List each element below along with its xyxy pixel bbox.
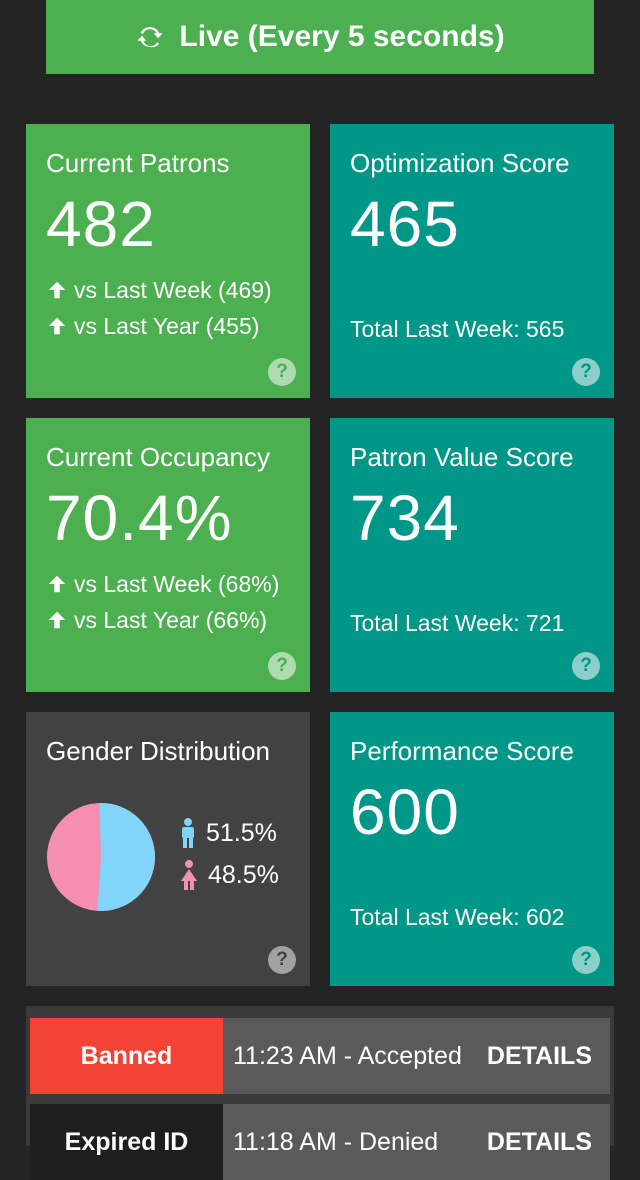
card-value: 482 — [46, 188, 156, 260]
gender-distribution-card: Gender Distribution 51.5% 48.5% ? — [26, 712, 310, 986]
log-row: Banned 11:23 AM - Accepted DETAILS — [30, 1018, 610, 1094]
live-button-label: Live (Every 5 seconds) — [179, 20, 505, 53]
card-value: 734 — [350, 482, 460, 554]
total-last-week: Total Last Week: 721 — [350, 610, 565, 636]
card-title: Performance Score — [350, 736, 574, 766]
card-title: Current Occupancy — [46, 442, 270, 472]
help-icon[interactable]: ? — [268, 652, 296, 680]
refresh-icon — [137, 26, 163, 48]
female-percentage: 48.5% — [208, 860, 279, 889]
entry-log-panel: Banned 11:23 AM - Accepted DETAILS Expir… — [26, 1006, 614, 1180]
card-value: 600 — [350, 776, 460, 848]
help-icon[interactable]: ? — [572, 652, 600, 680]
female-icon — [181, 860, 197, 890]
arrow-up-icon — [48, 317, 66, 335]
arrow-up-icon — [48, 575, 66, 593]
status-badge: Expired ID — [30, 1104, 223, 1180]
performance-score-card: Performance Score 600 Total Last Week: 6… — [330, 712, 614, 986]
patron-value-score-card: Patron Value Score 734 Total Last Week: … — [330, 418, 614, 692]
details-button[interactable]: DETAILS — [486, 1041, 592, 1070]
total-last-week: Total Last Week: 565 — [350, 316, 565, 342]
current-occupancy-card: Current Occupancy 70.4% vs Last Week (68… — [26, 418, 310, 692]
compare-text: vs Last Year (66%) — [74, 607, 268, 633]
compare-last-year: vs Last Year (455) — [46, 308, 290, 344]
help-icon[interactable]: ? — [572, 358, 600, 386]
help-icon[interactable]: ? — [268, 358, 296, 386]
current-patrons-card: Current Patrons 482 vs Last Week (469) v… — [26, 124, 310, 398]
compare-text: vs Last Year (455) — [74, 313, 260, 339]
compare-last-week: vs Last Week (469) — [46, 272, 290, 308]
help-icon[interactable]: ? — [572, 946, 600, 974]
log-entry-text: 11:18 AM - Denied — [233, 1127, 439, 1156]
card-value: 465 — [350, 188, 460, 260]
legend-male: 51.5% — [178, 812, 279, 854]
legend-female: 48.5% — [178, 854, 279, 896]
arrow-up-icon — [48, 281, 66, 299]
log-entry-text: 11:23 AM - Accepted — [233, 1041, 462, 1070]
total-last-week: Total Last Week: 602 — [350, 904, 565, 930]
male-icon — [182, 818, 194, 848]
live-refresh-button[interactable]: Live (Every 5 seconds) — [46, 0, 594, 74]
compare-last-week: vs Last Week (68%) — [46, 566, 290, 602]
compare-text: vs Last Week (469) — [74, 277, 272, 303]
help-icon[interactable]: ? — [268, 946, 296, 974]
card-title: Patron Value Score — [350, 442, 574, 472]
optimization-score-card: Optimization Score 465 Total Last Week: … — [330, 124, 614, 398]
compare-text: vs Last Week (68%) — [74, 571, 280, 597]
card-value: 70.4% — [46, 482, 233, 554]
gender-legend: 51.5% 48.5% — [178, 812, 279, 896]
card-title: Gender Distribution — [46, 736, 270, 766]
details-button[interactable]: DETAILS — [486, 1127, 592, 1156]
log-row: Expired ID 11:18 AM - Denied DETAILS — [30, 1104, 610, 1180]
male-percentage: 51.5% — [206, 818, 277, 847]
pie-slice-male — [97, 803, 155, 911]
compare-last-year: vs Last Year (66%) — [46, 602, 290, 638]
card-title: Current Patrons — [46, 148, 230, 178]
status-badge: Banned — [30, 1018, 223, 1094]
gender-pie-chart — [47, 803, 155, 911]
arrow-up-icon — [48, 611, 66, 629]
card-title: Optimization Score — [350, 148, 570, 178]
